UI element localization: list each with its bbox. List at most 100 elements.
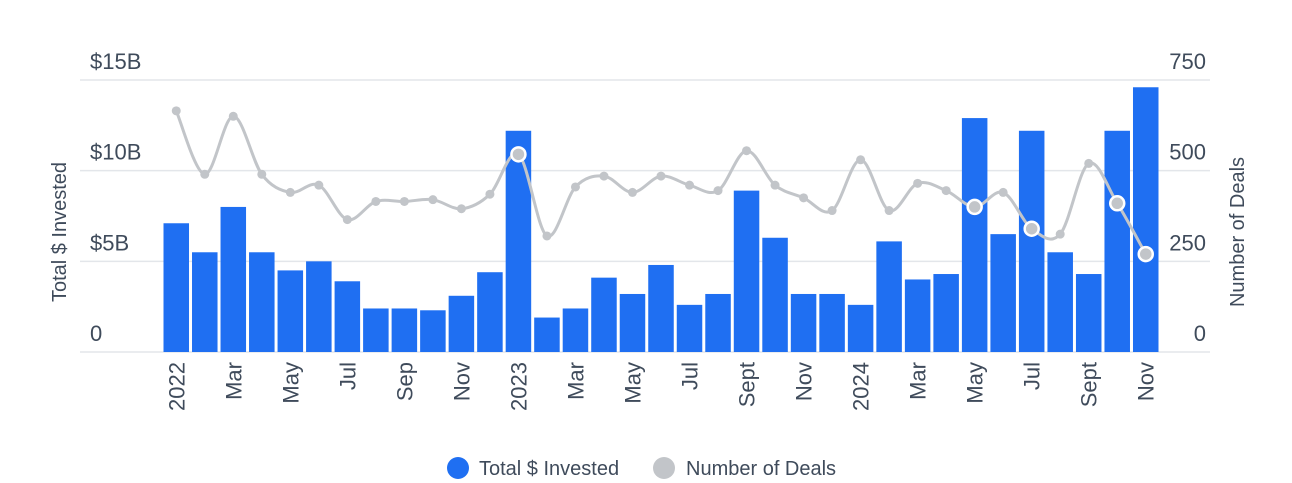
deals-point-30 [1023, 220, 1040, 237]
x-tick-2: May [278, 362, 303, 404]
bar-25 [876, 241, 902, 352]
x-axis: 2022 Mar May Jul Sep Nov 2023 Mar May Jul Sept Nov 2… [164, 362, 1158, 411]
bar-5 [306, 261, 332, 352]
x-tick-9: Jul [678, 362, 703, 390]
x-tick-14: May [963, 362, 988, 404]
right-y-tick-1: 250 [1169, 230, 1206, 255]
right-y-tick-0: 0 [1194, 321, 1206, 346]
bar-14 [562, 308, 589, 352]
x-tick-12: 2024 [849, 362, 874, 411]
deals-point-21 [770, 180, 780, 190]
legend-swatch-total-invested [447, 457, 469, 479]
bar-16 [619, 293, 646, 352]
x-tick-11: Nov [792, 362, 817, 401]
deals-point-33 [1108, 195, 1126, 212]
x-tick-4: Sep [392, 362, 417, 401]
bar-2 [220, 206, 247, 352]
x-tick-1: Mar [221, 362, 246, 400]
legend-swatch-number-of-deals [653, 457, 675, 479]
x-tick-15: Jul [1020, 362, 1045, 390]
x-tick-0: 2022 [164, 362, 189, 411]
x-tick-10: Sept [735, 362, 760, 407]
x-tick-7: Mar [563, 362, 588, 400]
left-y-tick-3: $15B [90, 49, 141, 74]
bar-series-total-invested [163, 87, 1159, 353]
x-tick-6: 2023 [506, 362, 531, 411]
deals-point-11 [485, 189, 495, 199]
deals-point-6 [342, 215, 352, 225]
left-y-tick-0: 0 [90, 321, 102, 346]
right-y-axis-title: Number of Deals [1227, 157, 1249, 307]
x-tick-17: Nov [1134, 362, 1159, 401]
left-y-axis-title: Total $ Invested [49, 162, 71, 302]
bar-17 [648, 264, 674, 352]
x-tick-13: Mar [906, 362, 931, 400]
bar-22 [790, 293, 817, 352]
legend: Total $ Invested Number of Deals [447, 457, 836, 480]
bar-30 [1018, 130, 1045, 352]
deals-point-0 [171, 106, 181, 116]
deals-point-29 [998, 187, 1008, 197]
deals-point-13 [542, 231, 552, 241]
bar-19 [705, 293, 731, 352]
bar-26 [904, 279, 931, 352]
deals-point-8 [399, 196, 409, 206]
bar-28 [961, 118, 988, 352]
bar-10 [448, 295, 475, 352]
deals-point-18 [685, 180, 695, 190]
deals-point-24 [856, 155, 866, 165]
right-y-axis: 0 250 500 750 [1169, 49, 1206, 346]
bar-21 [762, 237, 788, 352]
bar-9 [420, 310, 446, 352]
deals-point-25 [884, 206, 894, 216]
deals-point-10 [456, 204, 466, 214]
x-tick-3: Jul [335, 362, 360, 390]
deals-point-31 [1055, 229, 1065, 239]
bar-7 [363, 308, 389, 352]
x-tick-5: Nov [449, 362, 474, 401]
bar-20 [733, 190, 760, 352]
deals-point-3 [257, 169, 267, 179]
bar-15 [591, 277, 617, 352]
bar-24 [847, 304, 874, 352]
deals-point-19 [713, 186, 723, 196]
deals-point-17 [656, 171, 666, 181]
bar-11 [477, 272, 503, 352]
bar-1 [192, 252, 218, 352]
deals-point-16 [627, 187, 637, 197]
bar-4 [277, 270, 304, 352]
deals-point-28 [966, 198, 983, 216]
bar-12 [505, 130, 532, 352]
left-y-tick-1: $5B [90, 230, 129, 255]
legend-label-number-of-deals: Number of Deals [686, 458, 836, 480]
deals-point-2 [228, 111, 238, 121]
deals-point-20 [742, 146, 752, 156]
deals-point-9 [428, 195, 438, 205]
bar-13 [534, 317, 560, 352]
bar-23 [819, 293, 845, 352]
bar-6 [334, 281, 361, 352]
deals-point-7 [371, 196, 381, 206]
deals-point-23 [827, 206, 837, 216]
bar-3 [249, 252, 275, 352]
bar-29 [990, 234, 1016, 352]
left-y-axis: 0 $5B $10B $15B [90, 49, 141, 346]
x-tick-8: May [620, 362, 645, 404]
deals-point-5 [314, 180, 324, 190]
bar-18 [676, 304, 703, 352]
deals-point-34 [1137, 245, 1154, 263]
legend-label-total-invested: Total $ Invested [479, 458, 619, 480]
deals-point-1 [200, 169, 210, 179]
bar-8 [391, 308, 418, 352]
right-y-tick-2: 500 [1169, 140, 1206, 165]
deals-point-27 [941, 186, 951, 196]
deals-point-14 [570, 182, 580, 192]
bar-32 [1075, 274, 1102, 352]
deals-point-4 [285, 187, 295, 197]
bar-0 [163, 223, 190, 352]
deals-point-12 [510, 146, 527, 163]
bar-27 [933, 274, 959, 352]
deals-point-26 [913, 178, 923, 188]
right-y-tick-3: 750 [1169, 49, 1206, 74]
